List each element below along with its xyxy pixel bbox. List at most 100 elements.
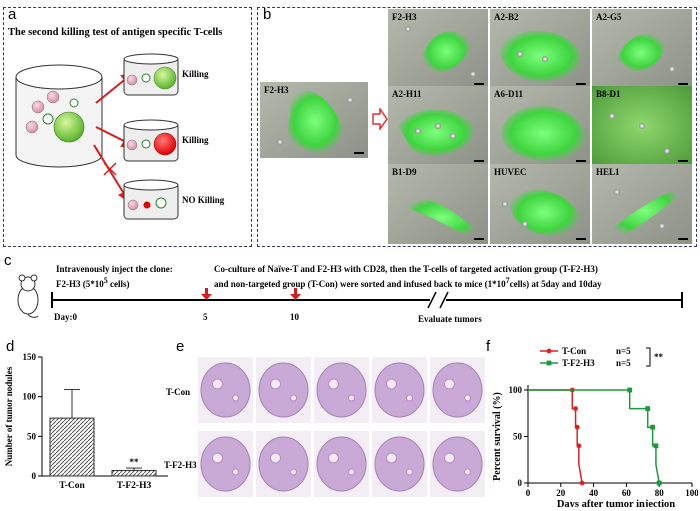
scale-bar [678,160,688,162]
bar-chart: 0 50 100 150 Number of tumor nodules T-Con T-F… [4,352,168,491]
y-tick-label: 150 [23,352,37,362]
airway [406,468,413,476]
series-line [528,389,583,484]
lung-section [200,436,251,492]
x-tick-label: 20 [556,488,566,498]
micrograph-label: F2-H3 [264,85,289,95]
lung-section [432,436,483,492]
panel-e-letter: e [176,338,185,355]
y-axis-label: Percent survival (%) [492,392,503,481]
significance-marker: ** [654,352,664,362]
airway [444,452,455,464]
legend-marker [546,348,552,354]
micrograph-9: HEL1 [592,164,692,244]
x-tick-label: 100 [685,488,698,498]
scale-bar [678,83,688,85]
bar [111,469,157,477]
scale-bar [576,238,586,240]
panel-a-letter: a [8,6,17,23]
micrograph-3: A2-G5 [592,9,692,89]
panel-b [257,7,697,247]
airway [212,378,223,390]
micrograph-9-label: HEL1 [596,167,620,177]
legend-n: n=5 [616,346,631,356]
data-point [576,443,582,449]
y-tick-label: 50 [513,432,523,442]
well-killing-1-icon [123,53,179,96]
outcome-3: NO Killing [182,195,225,205]
x-tick-label: 0 [526,488,531,498]
data-point [650,424,656,430]
airway [348,394,355,402]
data-point [574,424,580,430]
coculture-text-2: and non-targeted group (T-Con) were sort… [214,276,602,289]
x-tick-label: 80 [655,488,665,498]
killing-assay-diagram [15,53,179,220]
x-axis-label: Days after tumor injection [557,499,675,507]
scale-bar [474,83,484,85]
micrograph-4-label: A2-H11 [392,89,422,99]
series-line [528,389,660,484]
y-tick-label: 0 [518,478,523,488]
panel-b-letter: b [263,6,272,23]
panel-c-letter: c [4,252,12,269]
data-point [573,406,578,411]
airway [212,452,223,464]
y-tick-label: 100 [509,385,523,395]
legend-label: T-Con [562,346,586,356]
micrograph-7: B1-D9 [388,164,488,244]
lung-section [316,362,367,418]
airway [464,394,471,402]
micrograph-single: F2-H3 [260,82,368,158]
day-0: Day:0 [54,312,77,322]
y-tick-label: 50 [27,431,37,441]
x-tick-label: T-Con [59,481,85,491]
outcome-1: Killing [182,69,209,79]
y-tick-label: 100 [23,392,37,402]
micrograph-1: F2-H3 [388,9,488,89]
airway [328,378,339,390]
lung-section [374,362,425,418]
micrograph-2-label: A2-B2 [494,12,519,22]
airway [348,468,355,476]
data-point [627,387,633,393]
inject-text-2: F2-H3 (5*105 cells) [56,276,130,289]
scale-bar [354,152,364,154]
legend-n: n=5 [616,358,631,368]
lung-section [316,436,367,492]
day-10: 10 [290,312,299,322]
scale-bar [576,83,586,85]
data-point [645,406,651,411]
well-no-killing-icon [123,179,179,220]
airway [444,378,455,390]
survival-chart: 0 50 100 0 20 40 60 80 100 Days after tumor injec… [492,346,698,507]
legend-marker [546,360,552,366]
panel-a-title: The second killing test of antigen speci… [8,27,223,38]
airway [386,378,397,390]
y-axis-label: Number of tumor nodules [4,366,14,466]
evaluate-label: Evaluate tumors [418,314,482,324]
airway [290,468,297,476]
mouse-icon [17,274,39,318]
expand-arrow-icon [372,108,388,130]
micrograph-7-label: B1-D9 [392,167,417,177]
row-label-tcon: T-Con [166,387,191,397]
micrograph-2: A2-B2 [490,9,590,89]
day-5: 5 [203,312,208,322]
significance-bracket [646,347,651,367]
panel-a [3,7,252,247]
x-tick-label: T-F2-H3 [117,481,152,491]
airway [232,394,239,402]
micrograph-6: B8-D1 [592,86,692,166]
scale-bar [576,160,586,162]
timeline [51,288,683,309]
bar [49,417,95,477]
scale-bar [678,238,688,240]
airway [270,378,281,390]
micrograph-4: A2-H11 [388,86,488,166]
panel-d-letter: d [6,338,15,355]
panel-f-letter: f [486,338,491,355]
histology-images [198,357,485,497]
significance-marker: ** [130,457,140,467]
data-point [579,480,585,486]
